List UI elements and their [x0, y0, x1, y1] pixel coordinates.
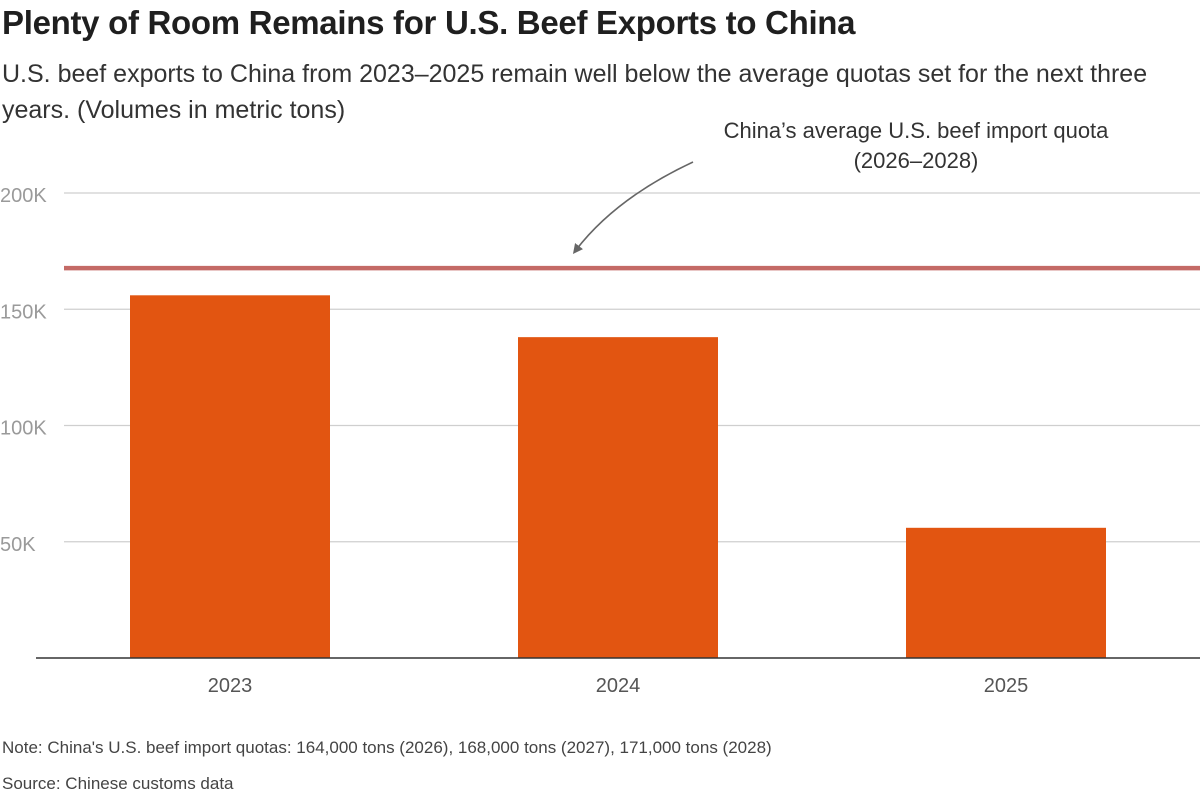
chart-title: Plenty of Room Remains for U.S. Beef Exp…	[2, 4, 856, 41]
bar-2025	[906, 527, 1106, 658]
bar-2023	[130, 295, 330, 658]
chart-subtitle: U.S. beef exports to China from 2023–202…	[2, 60, 1148, 124]
bar-2024	[518, 337, 718, 658]
annotation-arrow	[572, 161, 694, 254]
chart-note: Note: China's U.S. beef import quotas: 1…	[2, 738, 772, 757]
y-tick-label: 150K	[0, 301, 47, 323]
x-tick-label: 2024	[596, 675, 641, 697]
quota-annotation-line2: (2026–2028)	[853, 148, 979, 173]
x-tick-label: 2023	[208, 675, 253, 697]
y-tick-label: 50K	[0, 534, 36, 556]
x-tick-label: 2025	[984, 675, 1029, 697]
chart-source: Source: Chinese customs data	[2, 774, 234, 793]
y-tick-label: 200K	[0, 185, 47, 207]
y-tick-label: 100K	[0, 418, 47, 440]
quota-annotation-line1: China’s average U.S. beef import quota	[723, 118, 1109, 143]
quota-annotation: China’s average U.S. beef import quota (…	[646, 116, 1186, 176]
bar-chart: 50K 100K 150K 200K 2023 2024 2025	[0, 161, 1200, 697]
